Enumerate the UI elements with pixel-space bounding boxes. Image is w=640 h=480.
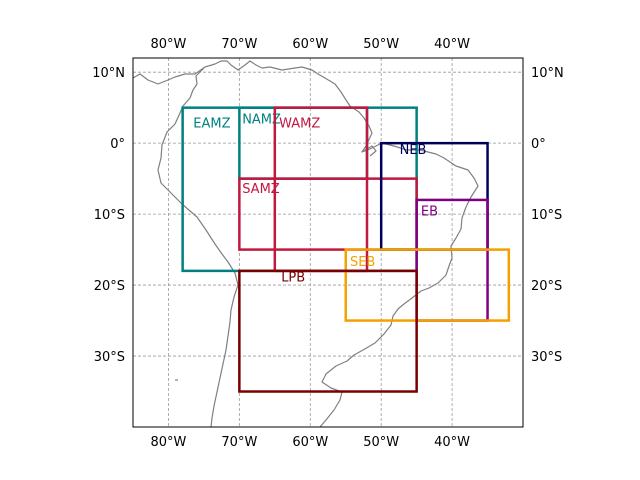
lat-tick-label-right: 30°S [531,350,562,365]
lat-tick-label-right: 10°N [531,66,564,81]
region-label-eb: EB [421,205,438,220]
lon-tick-label-bottom: 40°W [434,435,470,450]
region-label-namz: NAMZ [242,112,281,127]
region-label-wamz: WAMZ [279,117,320,132]
lon-tick-label-bottom: 50°W [363,435,399,450]
lon-tick-label-bottom: 80°W [151,435,187,450]
tick-labels: 80°W 80°W 70°W 70°W 60°W 60°W 50°W 50°W 40°W 40°W… [92,37,564,450]
region-label-eamz: EAMZ [193,117,230,132]
plot-frame [132,57,524,428]
lat-tick-label-left: 30°S [94,350,125,365]
lat-tick-label-left: 10°S [94,208,125,223]
pacific-coastline [157,97,239,427]
region-label-neb: NEB [400,143,427,158]
region-box-lpb [238,269,418,393]
lon-tick-label-bottom: 70°W [221,435,257,450]
lat-tick-label-right: 0° [531,137,546,152]
plot-background [133,58,523,427]
lon-tick-label-top: 80°W [151,37,187,52]
lat-tick-label-right: 10°S [531,208,562,223]
lat-tick-label-left: 10°N [92,66,125,81]
lon-tick-label-top: 50°W [363,37,399,52]
region-label-samz: SAMZ [242,182,280,197]
lon-tick-label-bottom: 60°W [292,435,328,450]
lon-tick-label-top: 60°W [292,37,328,52]
lat-tick-label-right: 20°S [531,279,562,294]
lat-tick-label-left: 20°S [94,279,125,294]
lon-tick-label-top: 70°W [221,37,257,52]
lon-tick-label-top: 40°W [434,37,470,52]
region-label-seb: SEB [350,255,375,270]
gridlines [133,58,523,427]
region-box-seb [344,248,511,322]
region-label-lpb: LPB [281,271,305,286]
south-america-coastline [133,60,479,427]
coastline [133,60,479,427]
north-coast-detail [189,67,205,99]
lat-tick-label-left: 0° [110,137,125,152]
